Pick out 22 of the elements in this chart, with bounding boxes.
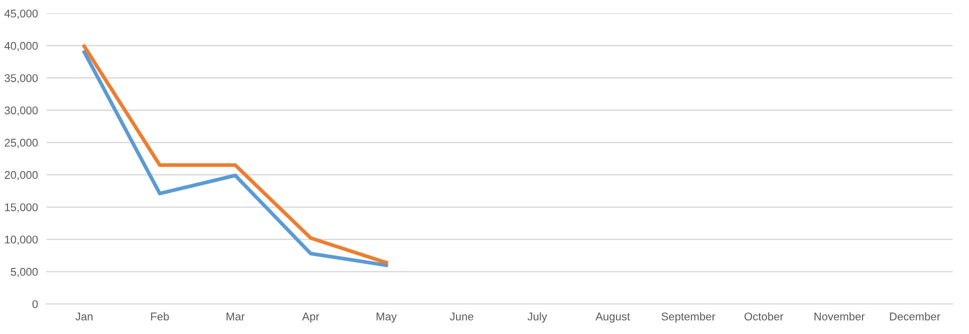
y-tick-label: 25,000 xyxy=(4,138,38,148)
x-tick-label: Mar xyxy=(226,312,245,320)
x-tick-label: November xyxy=(814,312,865,320)
x-tick-label: Jan xyxy=(75,312,92,320)
x-tick-label: Feb xyxy=(151,312,169,320)
x-tick-label: July xyxy=(528,312,548,323)
x-tick-label: August xyxy=(596,312,630,323)
y-tick-label: 10,000 xyxy=(5,236,38,245)
x-tick-label: September xyxy=(662,312,716,323)
x-tick-label: Apr xyxy=(302,312,320,323)
y-tick-label: 45,000 xyxy=(4,10,38,19)
y-tick-label: 40,000 xyxy=(4,42,38,52)
y-tick-label: 20,000 xyxy=(4,171,38,180)
y-tick-label: 35,000 xyxy=(4,74,38,84)
x-tick-label: June xyxy=(450,312,474,320)
y-tick-label: 0 xyxy=(32,300,38,308)
y-tick-label: 15,000 xyxy=(5,203,38,213)
y-tick-label: 5,000 xyxy=(10,268,38,278)
x-tick-label: December xyxy=(890,312,940,320)
x-tick-label: May xyxy=(376,312,397,323)
y-tick-label: 30,000 xyxy=(4,106,38,116)
x-tick-label: October xyxy=(744,312,784,320)
